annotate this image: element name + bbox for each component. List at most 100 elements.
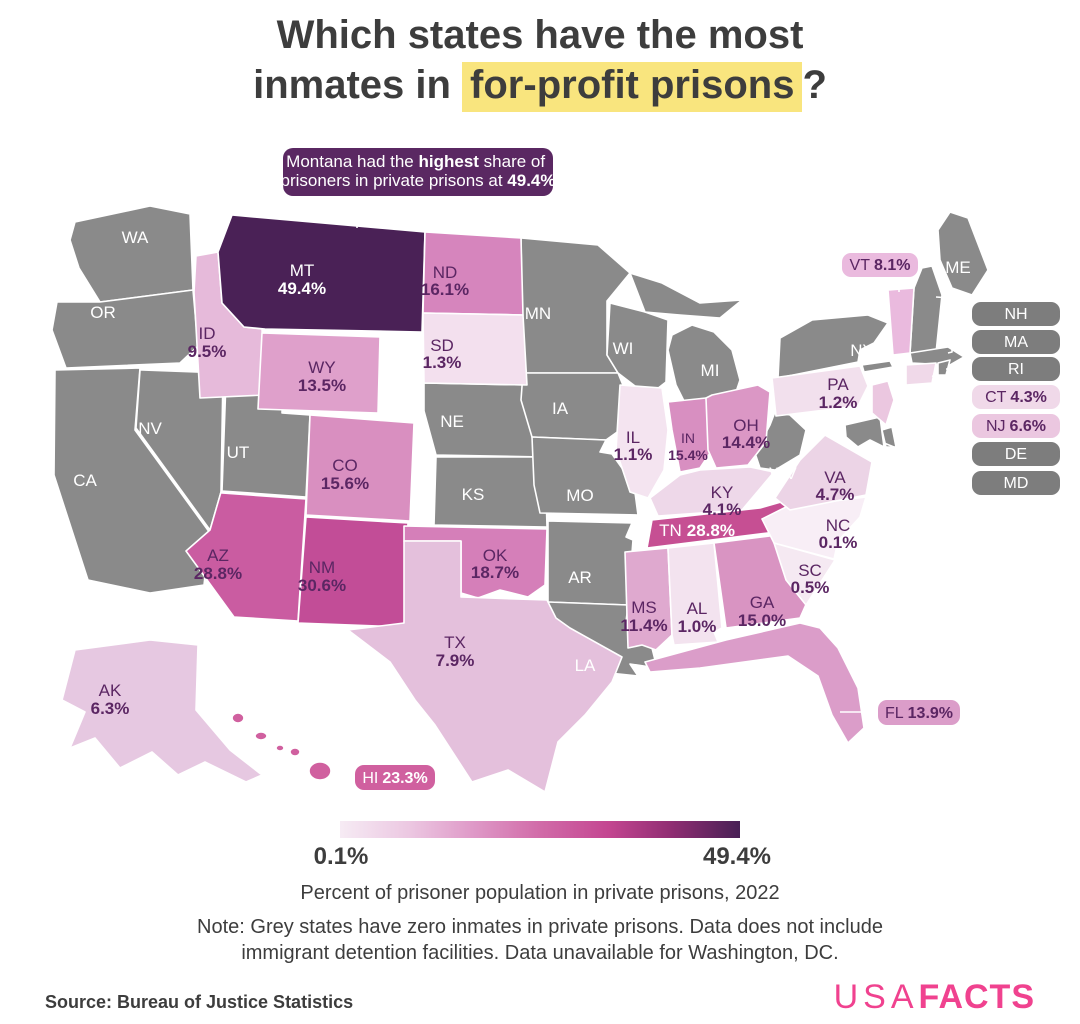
- state-co: [305, 414, 415, 522]
- legend-gradient-bar: [340, 821, 740, 838]
- state-ar: [547, 520, 634, 606]
- state-nj: [871, 380, 895, 426]
- label-or: OR: [90, 303, 116, 322]
- label-wy: WY 13.5%: [298, 358, 346, 395]
- state-ny: [777, 314, 894, 379]
- label-pa: PA 1.2%: [819, 375, 858, 412]
- nj-box: [972, 414, 1060, 438]
- state-wa: [69, 205, 194, 303]
- label-wa: WA: [122, 228, 149, 247]
- label-nd: ND 16.1%: [421, 263, 469, 299]
- state-pa: [771, 365, 869, 417]
- ct-box: [972, 385, 1060, 409]
- label-mn: MN: [525, 304, 551, 323]
- fl-callout: FL 13.9%: [840, 700, 960, 725]
- label-ok: OK 18.7%: [471, 546, 519, 582]
- label-ks: KS: [462, 485, 485, 504]
- legend-min-label: 0.1%: [313, 843, 369, 870]
- label-al: AL 1.0%: [678, 599, 717, 636]
- us-choropleth-map: WA OR CA NV UT NE KS MN IA MO AR LA WI M…: [51, 148, 1060, 793]
- source-credit: Source: Bureau of Justice Statistics: [45, 992, 354, 1012]
- label-co: CO 15.6%: [321, 456, 369, 493]
- ma-box-line: [947, 341, 972, 354]
- state-oh: [705, 384, 771, 469]
- vt-callout: VT 8.1%: [842, 253, 918, 292]
- footnote: Note: Grey states have zero inmates in p…: [0, 914, 1080, 966]
- label-ms: MS 11.4%: [620, 598, 667, 635]
- logo-usa: USA: [833, 978, 919, 1016]
- ct-box-text: CT 4.3%: [985, 389, 1047, 406]
- state-vt: [887, 287, 915, 356]
- label-az: AZ 28.8%: [194, 546, 242, 583]
- usafacts-logo: USAFACTS: [834, 978, 1035, 1017]
- ri-box: [972, 357, 1060, 381]
- page-title: Which states have the most inmates in fo…: [0, 10, 1080, 112]
- montana-callout-box: [283, 148, 553, 196]
- state-me: [937, 211, 989, 296]
- state-wi: [606, 302, 669, 397]
- label-sd: SD 1.3%: [423, 336, 462, 372]
- label-ny: NY: [850, 341, 874, 360]
- label-va: VA 4.7%: [816, 468, 855, 504]
- footnote-line1: Note: Grey states have zero inmates in p…: [197, 916, 883, 938]
- title-highlight: for-profit prisons: [462, 62, 803, 112]
- state-sd: [422, 312, 528, 386]
- label-il: IL 1.1%: [614, 428, 653, 464]
- state-nh: [909, 265, 943, 354]
- label-nm: NM 30.6%: [298, 558, 346, 595]
- fl-callout-box: [878, 700, 960, 725]
- state-fl: [644, 622, 865, 744]
- state-ri: [937, 359, 951, 376]
- label-wi: WI: [613, 339, 634, 358]
- zero-state-labels: WA OR CA NV UT NE KS MN IA MO AR LA WI M…: [73, 228, 971, 675]
- ri-box-text: RI: [1008, 361, 1024, 378]
- footer: Source: Bureau of Justice Statistics USA…: [0, 978, 1080, 1017]
- label-mi: MI: [701, 361, 720, 380]
- label-id: ID 9.5%: [188, 324, 227, 361]
- ct-box-line: [931, 375, 972, 398]
- legend-max-label: 49.4%: [702, 843, 772, 870]
- title-line1: Which states have the most: [276, 13, 804, 57]
- label-mo: MO: [566, 486, 593, 505]
- ma-box: [972, 330, 1060, 354]
- label-ar: AR: [568, 568, 592, 587]
- montana-callout-text: Montana had the highest share of prisone…: [281, 152, 556, 190]
- label-ut: UT: [227, 443, 250, 462]
- vt-callout-box: [842, 253, 918, 277]
- state-ia: [520, 372, 626, 441]
- label-oh: OH 14.4%: [722, 416, 770, 452]
- state-or: [51, 289, 199, 369]
- northeast-boxes: NH MA RI CT 4.3% NJ 6.6% DE MD: [883, 296, 1060, 495]
- label-ky: KY 4.1%: [703, 483, 742, 519]
- label-ne: NE: [440, 412, 464, 431]
- label-mt: MT 49.4%: [278, 261, 326, 298]
- label-nc: NC 0.1%: [819, 516, 858, 552]
- hi-callout: HI 23.3%: [333, 765, 435, 790]
- hi-callout-text: HI 23.3%: [362, 770, 427, 787]
- state-mt: [217, 214, 426, 333]
- value-state-labels: MT 49.4% ID 9.5% WY 13.5% CO 15.6% AZ 28.8% N…: [91, 261, 858, 718]
- state-va: [774, 434, 873, 511]
- montana-callout: Montana had the highest share of prisone…: [281, 148, 556, 228]
- label-in: IN 15.4%: [668, 430, 708, 463]
- md-box-line: [883, 442, 972, 484]
- nh-box-line: [935, 296, 972, 315]
- state-ct: [905, 362, 937, 386]
- label-nv: NV: [138, 419, 162, 438]
- chart-caption: Percent of prisoner population in privat…: [300, 882, 780, 904]
- hi-callout-box: [355, 765, 435, 790]
- logo-facts: FACTS: [918, 978, 1035, 1016]
- md-box-text: MD: [1004, 475, 1029, 492]
- state-md: [844, 416, 885, 448]
- footnote-line2: immigrant detention facilities. Data una…: [241, 942, 839, 964]
- label-ca: CA: [73, 471, 97, 490]
- nj-box-text: NJ 6.6%: [986, 418, 1046, 435]
- ma-box-text: MA: [1004, 334, 1028, 351]
- label-la: LA: [575, 656, 596, 675]
- nh-box: [972, 302, 1060, 326]
- vt-callout-text: VT 8.1%: [850, 257, 911, 274]
- state-ak: [61, 639, 263, 783]
- md-box: [972, 471, 1060, 495]
- state-ky: [649, 466, 775, 517]
